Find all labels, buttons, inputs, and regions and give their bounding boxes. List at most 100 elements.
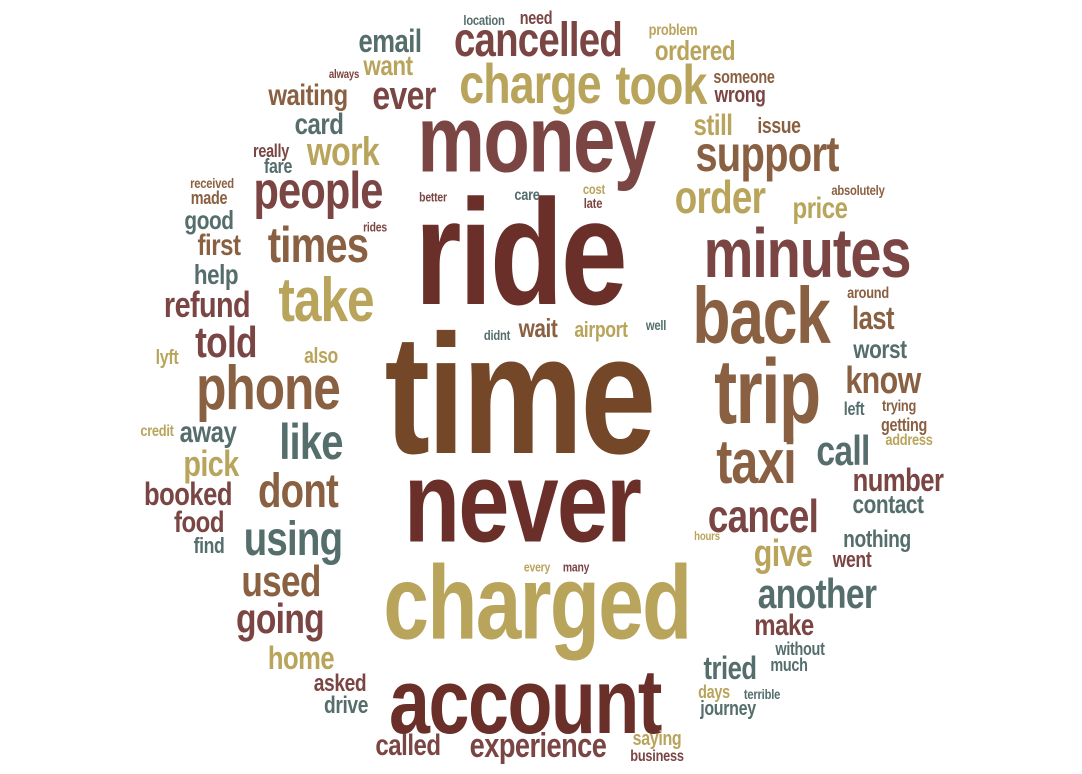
word-every: every — [523, 559, 551, 575]
word-nothing: nothing — [843, 526, 911, 553]
word-better: better — [419, 189, 447, 205]
word-food: food — [173, 506, 225, 539]
word-many: many — [562, 559, 590, 575]
word-last: last — [851, 300, 895, 336]
word-trying: trying — [881, 398, 917, 415]
word-went: went — [832, 547, 872, 572]
word-booked: booked — [144, 476, 232, 512]
word-drive: drive — [324, 692, 368, 719]
word-lyft: lyft — [155, 347, 179, 369]
word-away: away — [179, 416, 237, 449]
word-fare: fare — [263, 156, 293, 178]
word-issue: issue — [757, 113, 801, 138]
word-account: account — [389, 651, 662, 753]
word-another: another — [757, 570, 877, 617]
word-want: want — [363, 50, 413, 81]
word-cancel: cancel — [707, 490, 819, 542]
word-waiting: waiting — [268, 79, 348, 112]
word-also: also — [304, 343, 338, 368]
word-problem: problem — [648, 22, 698, 39]
word-wait: wait — [518, 313, 558, 343]
word-refund: refund — [163, 284, 251, 325]
word-journey: journey — [700, 698, 756, 720]
word-really: really — [253, 141, 289, 161]
word-contact: contact — [852, 489, 924, 519]
word-money: money — [417, 86, 656, 193]
word-take: take — [278, 266, 374, 335]
word-back: back — [692, 271, 830, 360]
word-airport: airport — [574, 317, 628, 342]
word-always: always — [328, 67, 360, 81]
word-someone: someone — [713, 67, 775, 87]
word-call: call — [816, 427, 870, 474]
word-experience: experience — [469, 727, 607, 765]
word-price: price — [792, 192, 848, 225]
word-late: late — [583, 195, 603, 211]
word-card: card — [294, 108, 344, 141]
word-hours: hours — [694, 529, 720, 543]
word-number: number — [852, 462, 944, 498]
word-ride: ride — [414, 168, 628, 336]
word-called: called — [375, 729, 441, 762]
word-dont: dont — [257, 465, 339, 518]
word-using: using — [243, 513, 343, 566]
word-time: time — [384, 300, 656, 490]
word-like: like — [279, 414, 343, 470]
word-times: times — [267, 217, 369, 273]
word-work: work — [306, 130, 380, 174]
word-give: give — [753, 533, 813, 575]
word-know: know — [845, 360, 921, 402]
word-wrong: wrong — [714, 82, 766, 107]
word-still: still — [693, 109, 733, 142]
word-need: need — [519, 8, 553, 28]
word-never: never — [403, 438, 642, 567]
word-business: business — [630, 748, 684, 765]
word-saying: saying — [632, 728, 682, 750]
word-used: used — [241, 557, 321, 606]
word-location: location — [463, 12, 505, 28]
word-ever: ever — [372, 74, 436, 118]
word-received: received — [190, 175, 234, 191]
word-support: support — [695, 126, 839, 182]
word-around: around — [847, 285, 889, 302]
word-order: order — [674, 171, 766, 223]
word-told: told — [195, 318, 257, 367]
word-cancelled: cancelled — [453, 14, 623, 67]
word-left: left — [843, 399, 865, 419]
word-days: days — [698, 682, 730, 702]
word-people: people — [253, 162, 383, 220]
word-taxi: taxi — [716, 428, 796, 497]
word-well: well — [645, 317, 667, 333]
word-charge: charge — [459, 52, 601, 115]
word-didnt: didnt — [483, 327, 511, 343]
word-much: much — [770, 655, 808, 675]
word-asked: asked — [313, 670, 367, 697]
word-email: email — [358, 23, 422, 59]
word-tried: tried — [703, 650, 757, 686]
word-make: make — [754, 609, 814, 642]
word-took: took — [615, 53, 708, 116]
word-address: address — [885, 432, 933, 449]
word-phone: phone — [196, 354, 341, 423]
word-help: help — [193, 259, 239, 290]
word-made: made — [190, 188, 228, 208]
word-without: without — [775, 639, 825, 659]
word-going: going — [235, 595, 325, 642]
word-pick: pick — [183, 443, 239, 484]
word-minutes: minutes — [703, 214, 912, 292]
word-cost: cost — [582, 181, 606, 197]
word-ordered: ordered — [654, 35, 736, 66]
word-find: find — [193, 533, 225, 558]
word-care: care — [514, 187, 540, 204]
word-home: home — [267, 640, 335, 676]
word-rides: rides — [363, 219, 387, 235]
word-good: good — [184, 205, 234, 235]
word-terrible: terrible — [743, 686, 781, 702]
word-trip: trip — [714, 341, 821, 443]
word-absolutely: absolutely — [831, 182, 885, 198]
word-charged: charged — [383, 544, 692, 662]
word-first: first — [197, 229, 241, 262]
word-worst: worst — [853, 334, 907, 364]
word-credit: credit — [140, 423, 174, 440]
